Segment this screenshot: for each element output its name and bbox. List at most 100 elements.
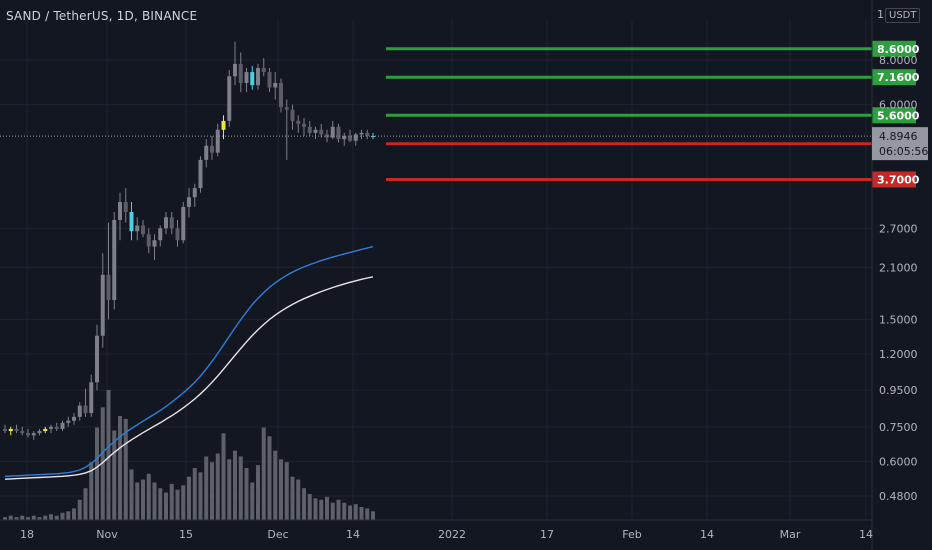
candle (187, 188, 191, 218)
volume-bar (118, 416, 122, 520)
candle-body (279, 82, 283, 108)
candle-body (284, 107, 289, 110)
candle (330, 120, 335, 140)
candle (169, 212, 174, 235)
volume-bar (256, 465, 260, 520)
volume-bar (307, 494, 312, 520)
candle-body (348, 135, 352, 141)
level-label-bg (872, 40, 916, 57)
grid-lines (0, 20, 872, 520)
volume-bar (8, 515, 13, 520)
volume-bar (336, 499, 341, 520)
volume-bar (198, 472, 203, 520)
candle-body (371, 135, 375, 137)
candle (198, 156, 203, 193)
volume-bar (169, 483, 174, 520)
candle-body (14, 428, 19, 432)
candle-body (152, 240, 157, 247)
candle-body (267, 72, 272, 88)
last-price-badge: 4.8946 06:05:56 (872, 127, 928, 161)
candle-body (37, 431, 42, 434)
candle-body (192, 188, 197, 198)
volume-bar (181, 485, 186, 520)
y-tick-label: 8.0000 (879, 54, 918, 67)
candle-body (353, 134, 358, 141)
candle (54, 422, 59, 432)
candle-body (319, 129, 324, 135)
candle (123, 188, 128, 223)
time-axis[interactable]: 18 Nov 15 Dec 14 2022 17 Feb 14 Mar 14 (0, 0, 873, 550)
volume-bar (325, 496, 329, 520)
candle (49, 424, 53, 434)
x-tick-label: 14 (346, 528, 360, 541)
candle-body (250, 72, 255, 86)
volume-bar (279, 459, 283, 520)
y-tick-label: 0.9500 (879, 384, 918, 397)
volume-bar (60, 512, 65, 520)
volume-bar (371, 511, 375, 520)
candle-body (330, 126, 335, 138)
candle (164, 212, 168, 235)
candle (77, 402, 82, 421)
candle-body (181, 206, 186, 241)
y-tick-label: 2.7000 (879, 222, 918, 235)
candle (14, 424, 19, 434)
price-axis[interactable]: 8.0000 6.0000 2.7000 2.1000 1.5000 1.2000 0.95… (879, 54, 918, 503)
level-label-bg (872, 69, 916, 86)
volume-bar (66, 511, 71, 520)
volume-bar (146, 473, 151, 520)
volume-bar (238, 456, 243, 520)
candle-body (238, 63, 243, 83)
x-tick-label: 2022 (438, 528, 466, 541)
candle-body (146, 234, 151, 247)
volume-bar (319, 499, 324, 520)
candle-body (135, 225, 140, 232)
candle (20, 426, 25, 436)
candle (238, 52, 243, 93)
candle (359, 129, 364, 140)
volume-bar (210, 462, 214, 520)
candle-body (43, 428, 48, 432)
moving-averages (4, 245, 374, 480)
candle (267, 67, 272, 93)
x-tick-label: 15 (179, 528, 193, 541)
candle (112, 212, 117, 310)
volume-bar (72, 508, 76, 520)
candle-body (261, 67, 266, 73)
candle (221, 115, 226, 140)
candle (244, 67, 249, 93)
candle-body (95, 335, 99, 383)
candle-body (26, 433, 30, 436)
candle-body (187, 197, 191, 207)
volume-bar (215, 453, 220, 520)
volume-bar (365, 508, 370, 520)
candle-body (302, 123, 306, 127)
x-tick-label: 18 (20, 528, 34, 541)
volume-bar (233, 450, 237, 520)
candlesticks (3, 41, 375, 440)
last-price-value: 4.8946 (879, 130, 918, 143)
candle-body (123, 201, 128, 213)
candle-body (313, 129, 318, 133)
x-tick-label: Feb (622, 528, 641, 541)
x-tick-label: Dec (267, 528, 288, 541)
currency-unit-button[interactable]: USDT (885, 8, 921, 23)
candle (89, 374, 94, 417)
candle-body (89, 382, 94, 414)
volume-bar (175, 489, 180, 520)
candle (158, 225, 163, 247)
candle (336, 123, 341, 143)
candle-body (233, 63, 237, 77)
candle-body (215, 129, 220, 153)
volume-bar (261, 427, 266, 520)
candle-body (129, 212, 134, 232)
volume-bar (26, 517, 30, 520)
candle-body (72, 416, 76, 421)
volume-bar (302, 488, 306, 520)
candle (371, 132, 375, 140)
candle (353, 132, 358, 146)
candle (8, 426, 13, 436)
y-tick-label: 2.1000 (879, 261, 918, 274)
candle (66, 416, 71, 427)
